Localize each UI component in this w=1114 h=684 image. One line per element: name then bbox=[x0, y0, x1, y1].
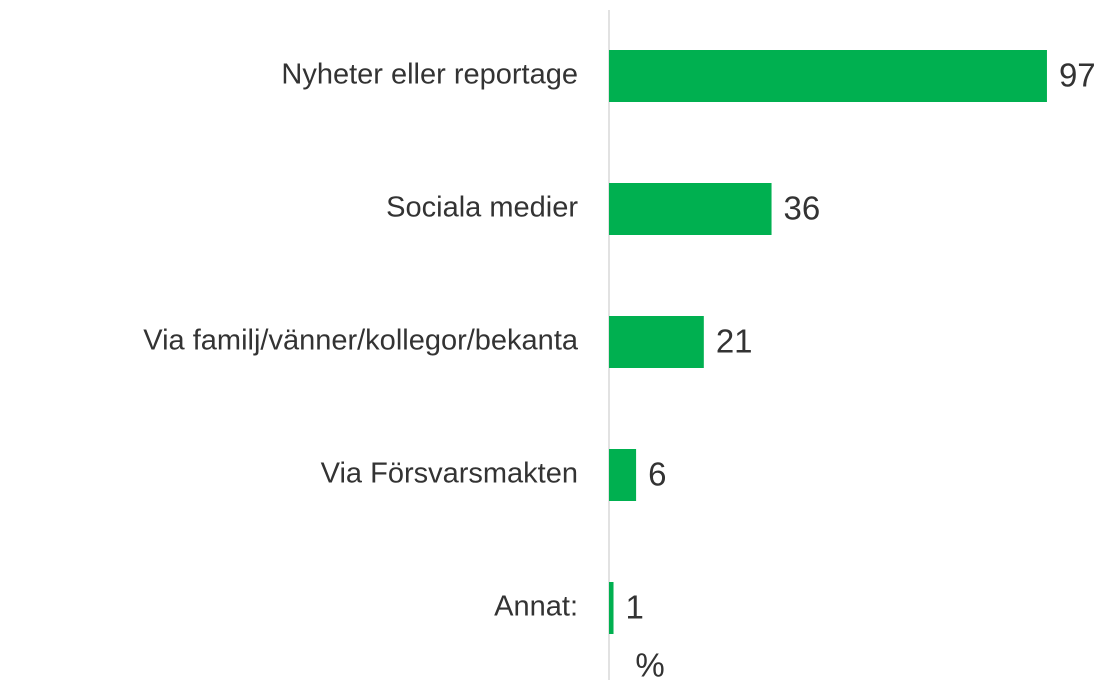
bar bbox=[609, 316, 704, 368]
x-axis-label: % bbox=[635, 647, 664, 684]
bar bbox=[609, 582, 614, 634]
value-label: 21 bbox=[716, 323, 753, 360]
bar bbox=[609, 183, 772, 235]
category-label: Via familj/vänner/kollegor/bekanta bbox=[143, 325, 579, 357]
value-label: 1 bbox=[626, 589, 644, 626]
bar bbox=[609, 449, 637, 501]
bar bbox=[609, 50, 1047, 102]
value-label: 97 bbox=[1059, 57, 1096, 94]
value-label: 36 bbox=[784, 190, 821, 227]
category-label: Nyheter eller reportage bbox=[281, 59, 578, 91]
category-label: Sociala medier bbox=[386, 192, 578, 224]
category-label: Annat: bbox=[494, 591, 578, 623]
value-label: 6 bbox=[648, 456, 666, 493]
category-label: Via Försvarsmakten bbox=[321, 458, 578, 490]
